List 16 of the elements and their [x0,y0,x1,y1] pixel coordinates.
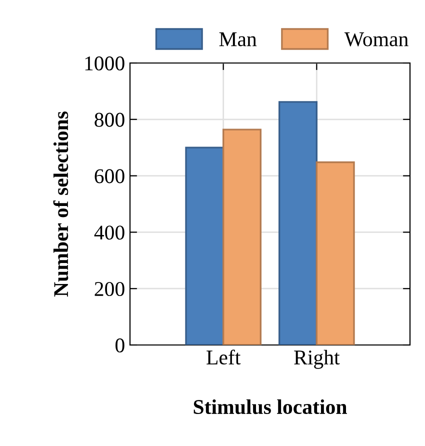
x-tick-label: Left [206,350,241,365]
y-tick-label: 600 [94,169,124,184]
y-tick-label: 0 [116,338,124,352]
bar [222,128,262,345]
bar [316,161,355,345]
y-tick-label: 1000 [85,56,124,70]
y-tick-label: 200 [94,282,124,296]
y-tick-label: 400 [94,226,124,240]
x-tick-label: Right [294,350,340,369]
bar [185,146,224,345]
bar [278,101,318,345]
x-axis-title: Stimulus location [194,399,347,414]
y-axis-title: Number of selections [53,112,68,297]
legend-label: Woman [344,32,408,46]
legend-label: Man [219,32,257,46]
y-tick-label: 800 [94,112,124,127]
